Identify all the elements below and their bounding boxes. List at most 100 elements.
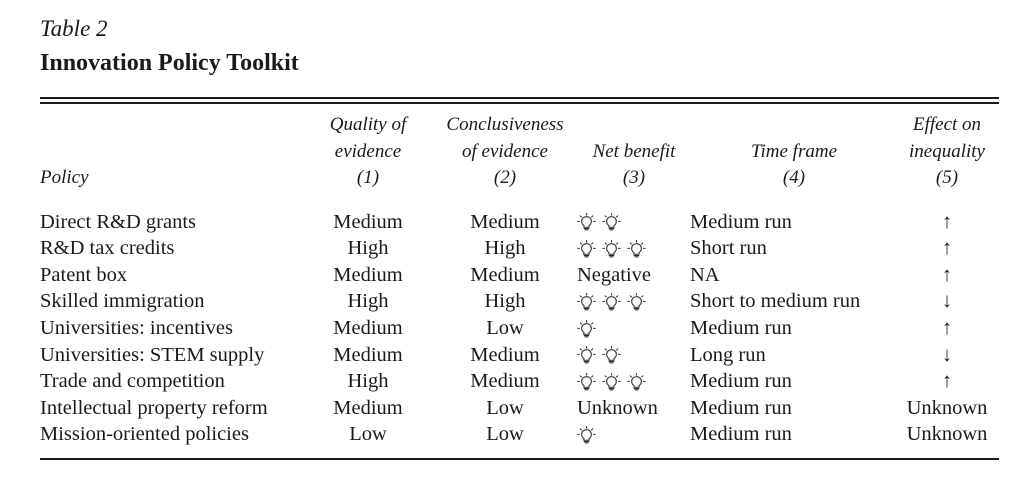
net-benefit-cell	[577, 421, 596, 448]
time-frame-cell: Medium run	[690, 423, 792, 446]
time-frame-cell: Medium run	[690, 316, 792, 339]
policy-cell: Patent box	[40, 263, 128, 286]
conclusiveness-cell: Medium	[470, 210, 540, 233]
header-line: (3)	[622, 167, 646, 188]
quality-cell: Medium	[333, 210, 403, 233]
net-benefit-rating	[577, 319, 596, 339]
time-frame-cell: Short to medium run	[690, 290, 861, 313]
net-benefit-cell	[577, 288, 646, 315]
inequality-cell: Unknown	[906, 396, 988, 419]
lightbulb-icon	[602, 293, 621, 312]
table-row: Skilled immigration High High Short to medi…	[0, 288, 1026, 315]
policy-cell: Mission-oriented policies	[40, 423, 249, 446]
net-benefit-rating	[577, 346, 621, 365]
inequality-cell: ↑	[941, 370, 953, 393]
table-row: Trade and competition High Medium Medium ru…	[0, 368, 1026, 395]
conclusiveness-cell: Low	[486, 316, 524, 339]
inequality-cell: ↑	[941, 237, 953, 260]
quality-cell: Medium	[333, 263, 403, 286]
header-quality: Quality of evidence (1)	[318, 112, 418, 192]
table-row: Patent box Medium Medium Negative NA ↑	[0, 262, 1026, 289]
header-line: of evidence	[462, 140, 548, 162]
time-frame-cell: NA	[690, 263, 720, 286]
time-frame-cell: Medium run	[690, 396, 792, 419]
header-line: evidence	[334, 140, 402, 162]
net-benefit-rating	[577, 213, 621, 232]
policy-cell: Universities: incentives	[40, 316, 233, 339]
inequality-cell: ↑	[941, 316, 953, 339]
lightbulb-icon	[602, 346, 621, 365]
net-benefit-cell	[577, 342, 621, 369]
quality-cell: High	[347, 370, 389, 393]
header-line: Time frame	[750, 140, 838, 162]
table-row: R&D tax credits High High Short run ↑	[0, 235, 1026, 262]
header-line: (4)	[782, 167, 806, 188]
header-line: (5)	[935, 167, 959, 188]
lightbulb-icon	[602, 372, 621, 392]
inequality-cell: ↑	[941, 210, 953, 233]
net-benefit-cell	[577, 315, 596, 342]
conclusiveness-cell: High	[484, 237, 526, 260]
header-line: (2)	[493, 167, 517, 188]
header-line: Effect on	[912, 114, 982, 135]
policy-cell: R&D tax credits	[40, 237, 175, 260]
lightbulb-icon	[577, 319, 596, 339]
net-benefit-rating	[577, 426, 596, 445]
header-line: inequality	[909, 140, 985, 162]
top-rule-lower	[40, 102, 999, 104]
header-line: Conclusiveness	[446, 114, 564, 135]
header-conclusiveness: Conclusiveness of evidence (2)	[436, 112, 574, 192]
header-net-benefit: Net benefit (3)	[578, 139, 690, 192]
table-row: Universities: incentives Medium Low Medium …	[0, 315, 1026, 342]
lightbulb-icon	[577, 426, 596, 445]
conclusiveness-cell: Medium	[470, 370, 540, 393]
lightbulb-icon	[602, 213, 621, 232]
lightbulb-icon	[627, 372, 646, 392]
header-line: (1)	[356, 167, 380, 188]
conclusiveness-cell: Medium	[470, 343, 540, 366]
quality-cell: Medium	[333, 316, 403, 339]
lightbulb-icon	[627, 293, 646, 312]
quality-cell: Medium	[333, 396, 403, 419]
net-benefit-rating	[577, 293, 646, 312]
net-benefit-rating	[577, 372, 646, 392]
inequality-cell: ↑	[941, 263, 953, 286]
lightbulb-icon	[577, 239, 596, 259]
header-time-frame: Time frame (4)	[730, 139, 858, 192]
header-policy: Policy	[40, 165, 89, 192]
time-frame-cell: Medium run	[690, 210, 792, 233]
policy-cell: Intellectual property reform	[40, 396, 268, 419]
quality-cell: High	[347, 237, 389, 260]
policy-cell: Direct R&D grants	[40, 210, 196, 233]
header-inequality: Effect on inequality (5)	[892, 112, 1002, 192]
time-frame-cell: Long run	[690, 343, 766, 366]
net-benefit-rating	[577, 239, 646, 259]
lightbulb-icon	[602, 239, 621, 259]
top-rule-upper	[40, 97, 999, 99]
conclusiveness-cell: Low	[486, 423, 524, 446]
inequality-cell: Unknown	[906, 423, 988, 446]
quality-cell: Medium	[333, 343, 403, 366]
table-title: Innovation Policy Toolkit	[40, 50, 299, 76]
lightbulb-icon	[577, 213, 596, 232]
bottom-rule	[40, 458, 999, 460]
header-line: Quality of	[329, 114, 407, 135]
header-line: Policy	[40, 167, 89, 188]
policy-cell: Skilled immigration	[40, 290, 205, 313]
table-label: Table 2	[40, 16, 108, 41]
inequality-cell: ↓	[941, 290, 953, 313]
lightbulb-icon	[577, 293, 596, 312]
net-benefit-cell: Negative	[577, 263, 651, 286]
table-row: Mission-oriented policies Low Low Medium ru…	[0, 421, 1026, 448]
quality-cell: Low	[349, 423, 387, 446]
lightbulb-icon	[627, 239, 646, 259]
net-benefit-cell	[577, 209, 621, 236]
conclusiveness-cell: Low	[486, 396, 524, 419]
net-benefit-cell: Unknown	[577, 396, 658, 419]
table-row: Direct R&D grants Medium Medium Medium run ↑	[0, 209, 1026, 236]
table-row: Intellectual property reform Medium Low Unk…	[0, 395, 1026, 422]
time-frame-cell: Short run	[690, 237, 767, 260]
conclusiveness-cell: High	[484, 290, 526, 313]
conclusiveness-cell: Medium	[470, 263, 540, 286]
lightbulb-icon	[577, 372, 596, 392]
